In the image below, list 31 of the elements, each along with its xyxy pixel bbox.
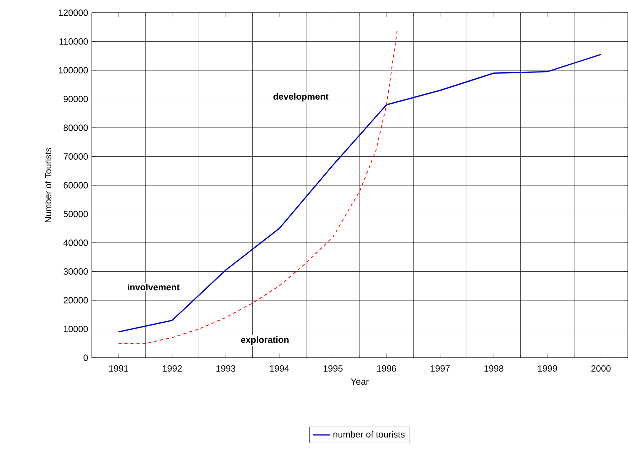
line-series [118,30,398,344]
y-tick-label: 70000 [64,154,88,160]
x-tick-label: 1993 [216,366,236,372]
x-tick-label: 2000 [592,366,611,372]
x-tick-label: 1991 [109,366,128,372]
y-tick-label: 0 [84,354,88,362]
annotation: exploration [241,336,289,345]
y-axis-title: Number of Tourists [44,148,52,223]
y-tick-label: 30000 [64,268,88,275]
y-tick-label: 100000 [59,67,88,74]
y-tick-label: 40000 [64,240,88,246]
x-tick-label: 1996 [377,366,396,372]
x-tick-label: 1997 [431,366,450,372]
legend-label: number of tourists [334,431,405,438]
x-tick-label: 1995 [324,366,343,372]
x-tick-label: 1998 [484,366,504,372]
y-tick-label: 110000 [60,38,88,45]
line-series [118,54,602,333]
y-tick-label: 60000 [64,182,88,189]
y-tick-label: 120000 [59,10,88,16]
x-tick-label: 1992 [163,366,182,372]
annotation: involvement [128,284,180,291]
annotation: development [274,93,329,102]
x-tick-label: 1994 [270,366,290,372]
x-tick-label: 1999 [538,366,558,372]
y-tick-label: 10000 [64,326,88,332]
y-tick-label: 50000 [64,211,88,218]
y-tick-label: 80000 [64,124,88,132]
y-tick-label: 90000 [64,96,88,102]
x-axis-title: Year [351,378,369,386]
y-tick-label: 20000 [64,297,88,304]
